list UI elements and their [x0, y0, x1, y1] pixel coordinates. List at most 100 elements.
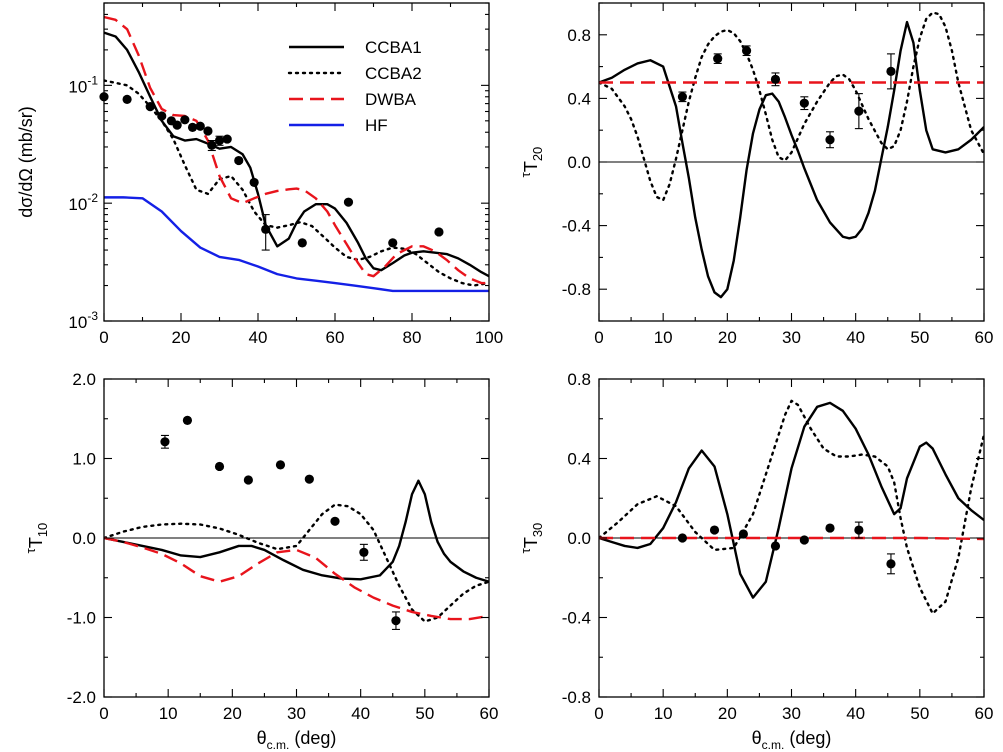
x-tick-label: 50: [910, 328, 929, 347]
data-point: [275, 460, 286, 470]
panel-T30: 0 10 20 30 40 50 60 -0.8 -0.4 0.0 0.4 0.8 τT30 θc.m. …: [518, 370, 993, 752]
y-axis-label: τT30: [518, 523, 545, 554]
data-point: [145, 102, 155, 112]
y-tick-label: -0.4: [562, 609, 591, 628]
y-tick-label: 0.8: [567, 370, 591, 389]
panel-cross-section: 0 20 40 60 80 100 10-3 10-2 10-1 dσ/dΩ (mb/sr) CCB…: [16, 2, 503, 347]
data-point: [214, 461, 225, 472]
x-tick-label: 0: [594, 704, 603, 723]
x-tick-label: 60: [326, 328, 345, 347]
x-axis-label: θc.m. (deg): [257, 728, 337, 752]
y-tick-label: -1.0: [67, 609, 96, 628]
series-ccba1-line: [104, 31, 489, 278]
data-point: [203, 126, 213, 136]
data-point: [713, 53, 723, 64]
series-hf-line: [104, 196, 489, 293]
data-point: [243, 475, 253, 485]
panel-T10: 0 10 20 30 40 50 60 -2.0 -1.0 0.0 1.0 2.0 τT10 θc.m. …: [23, 370, 498, 752]
data-point: [297, 238, 307, 248]
y-axis-label: τT20: [518, 147, 545, 178]
data-point: [799, 96, 809, 111]
series-ccba2-line: [599, 11, 984, 202]
x-tick-label: 50: [910, 704, 929, 723]
x-tick-label: 40: [846, 328, 865, 347]
x-tick-label: 10: [159, 704, 178, 723]
series-dwba-line: [104, 15, 489, 285]
data-point: [854, 93, 864, 130]
x-tick-label: 100: [475, 328, 503, 347]
x-tick-label: 30: [782, 704, 801, 723]
data-point: [234, 155, 244, 166]
legend-label-dwba: DWBA: [365, 90, 417, 109]
x-tick-label: 60: [975, 328, 994, 347]
y-tick-label: 0.0: [567, 529, 591, 548]
x-tick-label: 50: [415, 704, 434, 723]
data-point: [709, 525, 720, 535]
x-tick-label: 40: [249, 328, 268, 347]
data-point: [359, 543, 369, 561]
x-tick-label: 0: [99, 328, 108, 347]
series-ccba2-line: [104, 79, 489, 287]
data-point: [157, 111, 167, 121]
series-ccba1-line: [104, 479, 489, 583]
legend-label-hf: HF: [365, 116, 388, 135]
x-tick-label: 20: [223, 704, 242, 723]
y-tick-label: 10-3: [68, 309, 98, 332]
y-tick-label: -2.0: [67, 688, 96, 707]
x-tick-label: 40: [846, 704, 865, 723]
data-point: [738, 529, 748, 539]
data-point: [825, 523, 835, 533]
series-ccba1-line: [599, 20, 984, 299]
x-tick-label: 10: [654, 704, 673, 723]
data-point: [180, 115, 190, 125]
series-ccba2-line: [599, 399, 984, 615]
x-tick-label: 20: [172, 328, 191, 347]
y-tick-label: -0.4: [562, 217, 591, 236]
data-point: [195, 121, 205, 131]
data-point: [222, 134, 232, 144]
data-point: [207, 140, 217, 152]
x-tick-label: 60: [480, 704, 499, 723]
data-point: [388, 238, 398, 248]
data-point: [261, 214, 271, 251]
data-point: [741, 45, 752, 57]
x-tick-label: 10: [654, 328, 673, 347]
series-dwba-line: [104, 536, 489, 621]
y-axis-label: dσ/dΩ (mb/sr): [16, 106, 36, 218]
y-tick-label: 0.4: [567, 89, 591, 108]
series-ccba1-line: [599, 401, 984, 599]
data-point: [122, 94, 132, 104]
data-point: [770, 72, 781, 87]
data-point: [343, 197, 354, 207]
data-point: [187, 122, 198, 132]
y-tick-label: 0.0: [567, 153, 591, 172]
data-point: [214, 135, 225, 146]
x-tick-label: 20: [718, 328, 737, 347]
data-point: [854, 521, 864, 539]
data-point: [182, 415, 193, 425]
data-point: [304, 474, 314, 484]
y-tick-label: 1.0: [72, 450, 96, 469]
plot-frame: [103, 2, 490, 322]
data-point: [677, 533, 688, 543]
data-point: [825, 131, 835, 149]
legend: CCBA1 CCBA2 DWBA HF: [287, 38, 422, 135]
data-point: [434, 227, 444, 237]
data-point: [677, 91, 688, 103]
data-point: [799, 535, 809, 545]
x-axis-label: θc.m. (deg): [752, 728, 832, 752]
x-tick-label: 0: [594, 328, 603, 347]
y-tick-label: 0.8: [567, 26, 591, 45]
y-tick-label: 0.4: [567, 450, 591, 469]
panel-T20: 0 10 20 30 40 50 60 -0.8 -0.4 0.0 0.4 0.8 τT20: [518, 2, 994, 347]
data-point: [886, 553, 896, 575]
data-point: [172, 120, 182, 130]
x-tick-label: 80: [403, 328, 422, 347]
series-ccba2-line: [104, 503, 489, 623]
y-axis-label: τT10: [23, 523, 50, 554]
y-tick-label: 10-2: [68, 191, 98, 214]
y-tick-label: 0.0: [72, 529, 96, 548]
data-point: [160, 434, 170, 449]
y-tick-label: -0.8: [562, 688, 591, 707]
legend-label-ccba1: CCBA1: [365, 38, 422, 57]
